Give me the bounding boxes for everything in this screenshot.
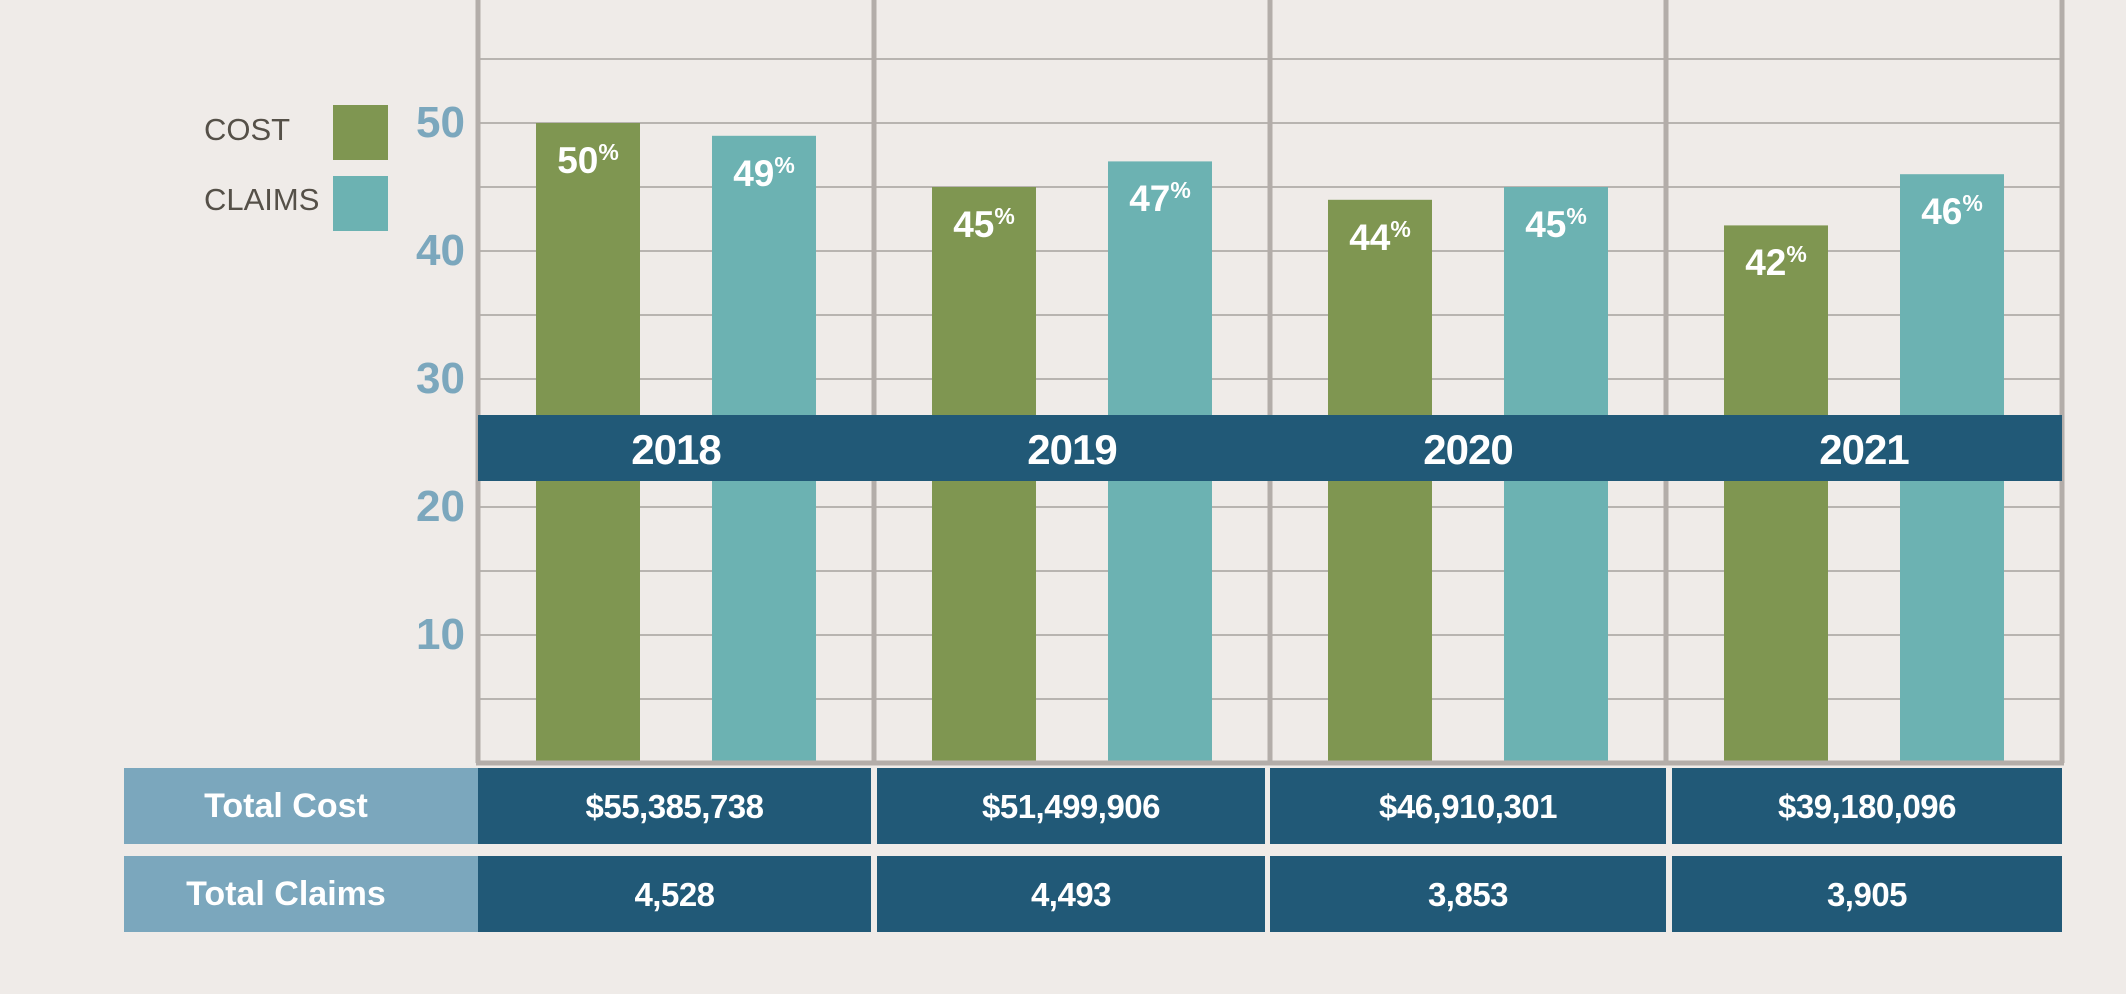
total-cost-2021: $39,180,096 [1672, 768, 2062, 844]
y-tick-20: 20 [416, 482, 465, 531]
legend-swatch-claims [333, 176, 388, 231]
bar-cost-2021 [1724, 225, 1828, 763]
plot-frame [475, 0, 2065, 766]
year-label-2020: 2020 [1423, 426, 1513, 473]
total-cost-2020: $46,910,301 [1270, 768, 1666, 844]
y-tick-30: 30 [416, 354, 465, 403]
legend-label-claims: CLAIMS [204, 182, 320, 217]
y-tick-40: 40 [416, 226, 465, 275]
y-tick-50: 50 [416, 98, 465, 147]
bar-label-claims-2020: 45% [1525, 203, 1587, 245]
total-claims-2020: 3,853 [1270, 856, 1666, 932]
total-cost-2018: $55,385,738 [478, 768, 871, 844]
bar-cost-2020 [1328, 199, 1432, 764]
bar-label-cost-2021: 42% [1745, 241, 1807, 284]
legend-label-cost: COST [204, 112, 291, 147]
row-label-total-claims: Total Claims [124, 856, 478, 932]
total-cost-2019: $51,499,906 [877, 768, 1265, 844]
total-claims-2018: 4,528 [478, 856, 871, 932]
bar-label-claims-2018: 49% [733, 151, 795, 194]
year-label-2021: 2021 [1819, 426, 1909, 473]
bar-label-cost-2019: 45% [953, 203, 1015, 245]
total-claims-2021: 3,905 [1672, 856, 2062, 932]
year-band: 2018 2019 2020 2021 [478, 415, 2062, 481]
legend-swatch-cost [333, 105, 388, 160]
bar-label-cost-2018: 50% [557, 139, 619, 181]
year-label-2018: 2018 [631, 426, 721, 473]
bar-label-claims-2021: 46% [1921, 190, 1983, 233]
bar-label-cost-2020: 44% [1349, 215, 1411, 258]
row-label-total-cost: Total Cost [124, 768, 478, 844]
y-tick-10: 10 [416, 610, 465, 659]
bar-label-claims-2019: 47% [1129, 177, 1191, 220]
total-claims-2019: 4,493 [877, 856, 1265, 932]
year-label-2019: 2019 [1027, 426, 1117, 473]
